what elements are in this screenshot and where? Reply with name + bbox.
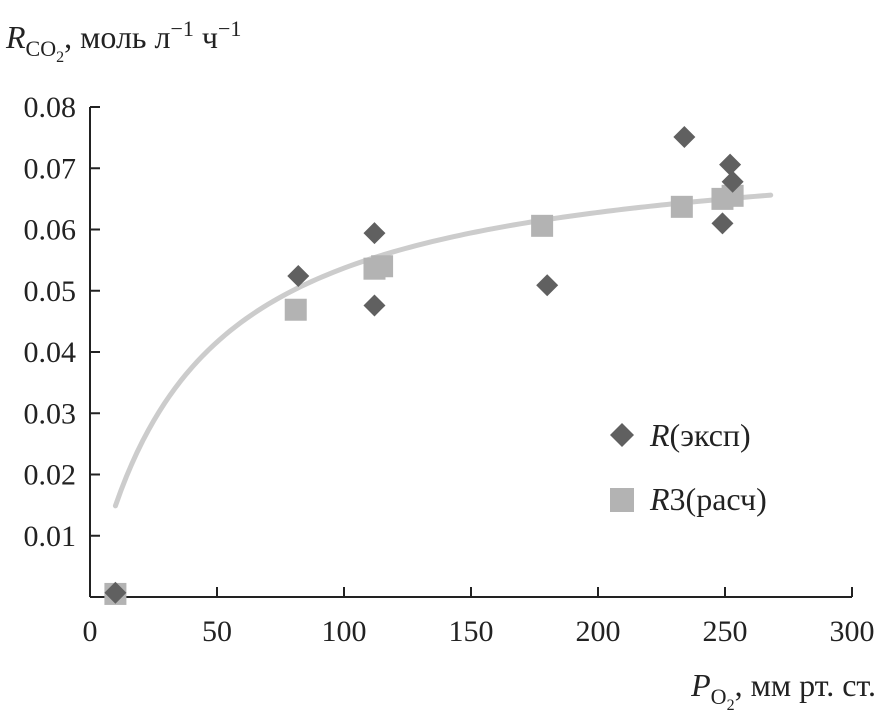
y-label-rest: , моль л <box>64 19 170 55</box>
y-label-sub-digit: 2 <box>56 49 64 66</box>
y-label-main: R <box>5 19 26 55</box>
y-tick-label: 0.08 <box>24 91 77 124</box>
point-r-exp <box>104 581 127 604</box>
x-axis-ticks: 0 50 100 150 200 250 300 <box>83 587 875 648</box>
y-tick-label: 0.06 <box>24 214 77 247</box>
legend-marker-square <box>610 488 634 512</box>
x-axis-label: PO2, мм рт. ст. <box>690 667 876 714</box>
point-r-exp <box>363 222 386 245</box>
y-tick-label: 0.07 <box>24 152 77 185</box>
y-axis-ticks: 0.01 0.02 0.03 0.04 0.05 0.06 0.07 0.08 <box>24 91 100 553</box>
y-label-exp1: −1 <box>170 16 193 41</box>
x-label-main: P <box>690 667 711 703</box>
y-tick-label: 0.02 <box>24 459 77 492</box>
point-r3-calc <box>721 184 744 207</box>
point-r-exp <box>673 126 696 149</box>
x-tick-label: 200 <box>576 615 621 648</box>
x-tick-label: 250 <box>703 615 748 648</box>
x-label-sub-digit: 2 <box>727 697 735 714</box>
legend: R(эксп) R3(расч) <box>610 417 767 517</box>
point-r3-calc <box>531 214 554 237</box>
y-label-sub: CO <box>26 36 57 61</box>
y-tick-label: 0.04 <box>24 336 77 369</box>
point-r3-calc <box>670 195 693 218</box>
x-tick-label: 300 <box>830 615 875 648</box>
data-points <box>104 126 744 605</box>
legend-marker-diamond <box>610 423 634 447</box>
y-label-rest2: ч <box>194 19 218 55</box>
point-r-exp <box>711 212 734 235</box>
x-tick-label: 50 <box>202 615 232 648</box>
y-tick-label: 0.01 <box>24 520 77 553</box>
x-tick-label: 150 <box>449 615 494 648</box>
point-r-exp <box>363 294 386 317</box>
y-axis-label: RCO2, моль л−1 ч−1 <box>5 16 241 66</box>
y-tick-label: 0.03 <box>24 397 77 430</box>
legend-label-r-exp: R(эксп) <box>649 417 751 453</box>
point-r-exp <box>721 170 744 193</box>
x-tick-label: 100 <box>322 615 367 648</box>
point-r-exp <box>719 153 742 176</box>
x-label-rest: , мм рт. ст. <box>735 667 876 703</box>
point-r3-calc <box>371 255 394 278</box>
legend-label-r3-calc: R3(расч) <box>649 481 767 517</box>
point-r-exp <box>536 274 559 297</box>
y-label-exp2: −1 <box>218 16 241 41</box>
x-tick-label: 0 <box>83 615 98 648</box>
point-r-exp <box>287 265 310 288</box>
y-tick-label: 0.05 <box>24 275 77 308</box>
fit-curve <box>112 192 774 509</box>
x-label-sub: O <box>711 684 727 709</box>
point-r3-calc <box>284 298 307 321</box>
